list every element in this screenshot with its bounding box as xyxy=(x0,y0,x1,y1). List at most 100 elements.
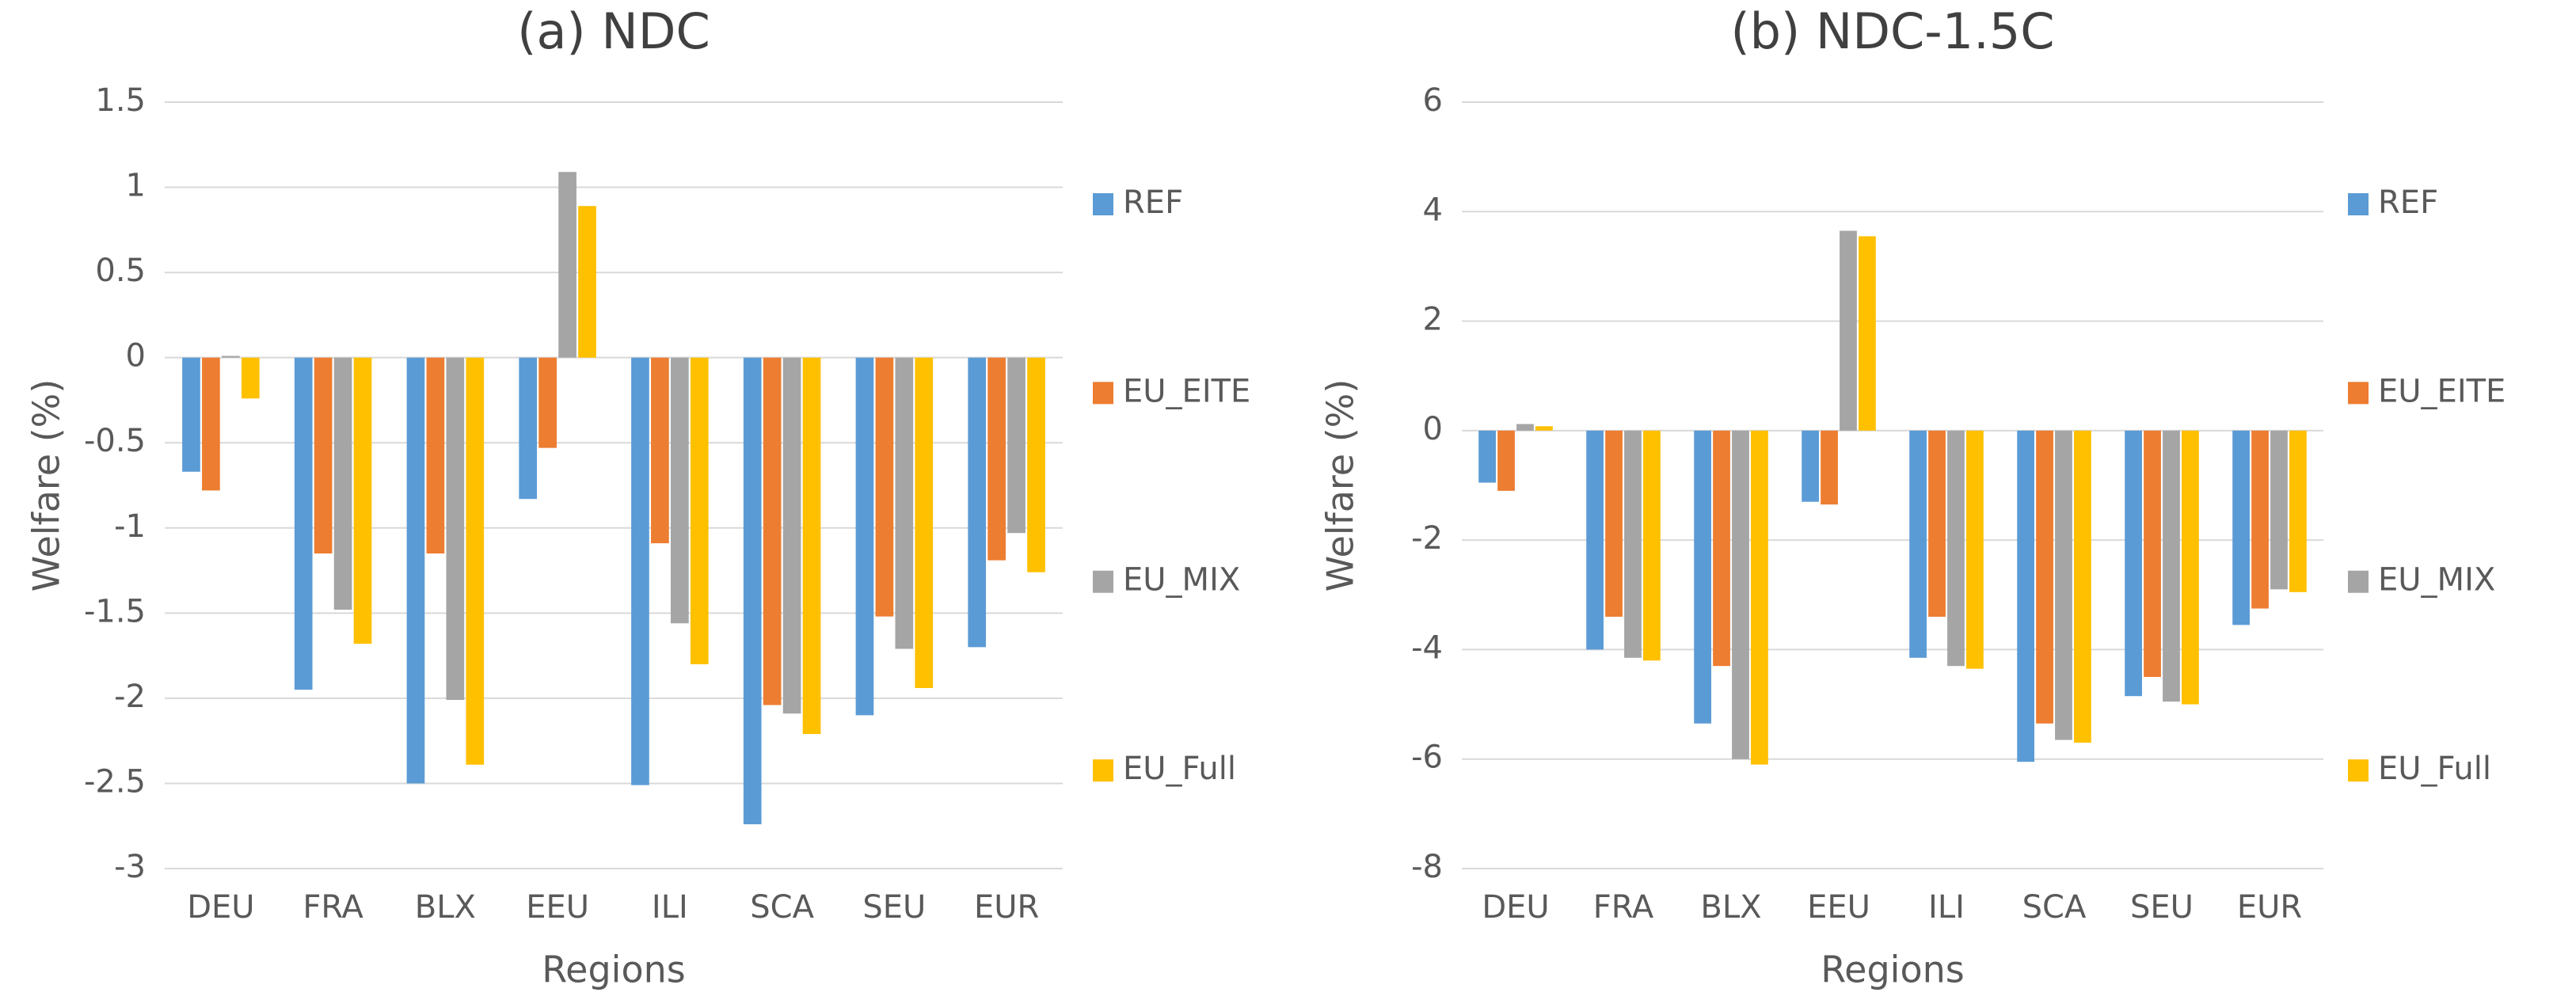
bar xyxy=(2163,430,2180,702)
bar xyxy=(1516,424,1534,431)
y-tick-label: -2.5 xyxy=(84,763,146,800)
bar xyxy=(855,357,874,716)
y-tick-label: -6 xyxy=(1411,740,1443,776)
bar xyxy=(1802,430,1819,502)
legend-swatch xyxy=(1093,193,1113,215)
chart-title: (b) NDC-1.5C xyxy=(1730,2,2054,60)
bar xyxy=(2036,430,2053,724)
x-tick-label: SEU xyxy=(2130,889,2194,926)
legend-label: REF xyxy=(2378,184,2438,221)
y-tick-label: -1 xyxy=(114,508,146,545)
legend-label: EU_EITE xyxy=(1123,373,1250,409)
bar xyxy=(875,357,894,617)
bar xyxy=(2232,430,2250,625)
legend-swatch xyxy=(1093,382,1113,405)
y-tick-label: -1.5 xyxy=(84,593,146,629)
bar xyxy=(558,172,576,358)
bar xyxy=(895,357,914,649)
bar xyxy=(1840,230,1857,431)
bar xyxy=(1027,357,1045,572)
bar xyxy=(968,357,987,648)
bar xyxy=(1947,430,1965,667)
legend-swatch xyxy=(1093,759,1113,782)
bar xyxy=(1497,430,1515,491)
legend-label: EU_MIX xyxy=(2378,562,2495,599)
legend-swatch xyxy=(1093,570,1113,593)
bar xyxy=(446,357,465,701)
x-tick-label: SCA xyxy=(2022,889,2087,926)
y-tick-label: 1.5 xyxy=(95,82,146,119)
bar xyxy=(671,357,689,624)
y-tick-label: 0.5 xyxy=(95,253,146,289)
y-tick-label: 4 xyxy=(1423,192,1443,228)
bar xyxy=(915,357,934,688)
legend-label: EU_Full xyxy=(2378,751,2491,787)
bar xyxy=(538,357,557,448)
x-tick-label: DEU xyxy=(1482,889,1549,926)
bar xyxy=(1909,430,1927,658)
legend-swatch xyxy=(2348,193,2369,215)
bar xyxy=(182,357,200,472)
x-tick-label: FRA xyxy=(302,889,363,926)
y-tick-label: -0.5 xyxy=(84,423,146,459)
bar xyxy=(353,357,372,644)
legend-swatch xyxy=(2348,382,2369,405)
bar xyxy=(1605,430,1623,617)
bar xyxy=(1694,430,1711,724)
bar xyxy=(2251,430,2269,609)
y-tick-label: 0 xyxy=(1423,411,1443,447)
y-axis-title: Welfare (%) xyxy=(25,379,68,592)
x-tick-label: ILI xyxy=(1928,889,1965,926)
bar xyxy=(651,357,669,544)
bar xyxy=(1966,430,1984,669)
bar xyxy=(1928,430,1946,617)
y-tick-label: -2 xyxy=(1411,520,1443,557)
x-tick-label: ILI xyxy=(652,889,688,926)
bar xyxy=(222,356,240,358)
bar xyxy=(2125,430,2142,697)
bar xyxy=(1478,430,1496,483)
x-tick-label: SEU xyxy=(862,889,926,926)
bar xyxy=(2182,430,2199,705)
bar xyxy=(690,357,709,664)
bar xyxy=(743,357,762,825)
x-tick-label: DEU xyxy=(187,889,254,926)
y-tick-label: -3 xyxy=(114,849,146,885)
legend-swatch xyxy=(2348,570,2369,593)
x-tick-label: BLX xyxy=(1700,889,1761,926)
x-axis-title: Regions xyxy=(1821,949,1964,991)
bar xyxy=(1586,430,1604,650)
bar xyxy=(1732,430,1749,759)
y-tick-label: 2 xyxy=(1423,302,1443,338)
bar xyxy=(1713,430,1730,667)
x-tick-label: EUR xyxy=(2237,889,2302,926)
bar xyxy=(314,357,333,554)
bar xyxy=(631,357,649,785)
bar xyxy=(1624,430,1642,658)
bar xyxy=(2270,430,2288,590)
y-tick-label: -4 xyxy=(1411,629,1443,666)
bar xyxy=(1535,426,1553,431)
y-axis-title: Welfare (%) xyxy=(1319,379,1362,592)
bar xyxy=(1859,236,1876,431)
bar xyxy=(2144,430,2161,677)
x-tick-label: FRA xyxy=(1593,889,1654,926)
y-tick-label: 6 xyxy=(1423,82,1443,119)
legend-label: REF xyxy=(1123,184,1183,221)
bar xyxy=(241,357,260,399)
legend-label: EU_EITE xyxy=(2378,373,2506,409)
x-axis-title: Regions xyxy=(542,949,685,991)
bar xyxy=(802,357,821,735)
bar xyxy=(466,357,485,765)
bar xyxy=(2055,430,2072,740)
bar xyxy=(763,357,782,705)
y-tick-label: -8 xyxy=(1411,849,1443,885)
bar xyxy=(294,357,313,690)
legend-swatch xyxy=(2348,759,2369,782)
bar xyxy=(987,357,1006,561)
y-tick-label: 0 xyxy=(126,338,146,375)
bar xyxy=(782,357,801,714)
chart-title: (a) NDC xyxy=(517,2,710,60)
legend-label: EU_MIX xyxy=(1123,562,1240,599)
